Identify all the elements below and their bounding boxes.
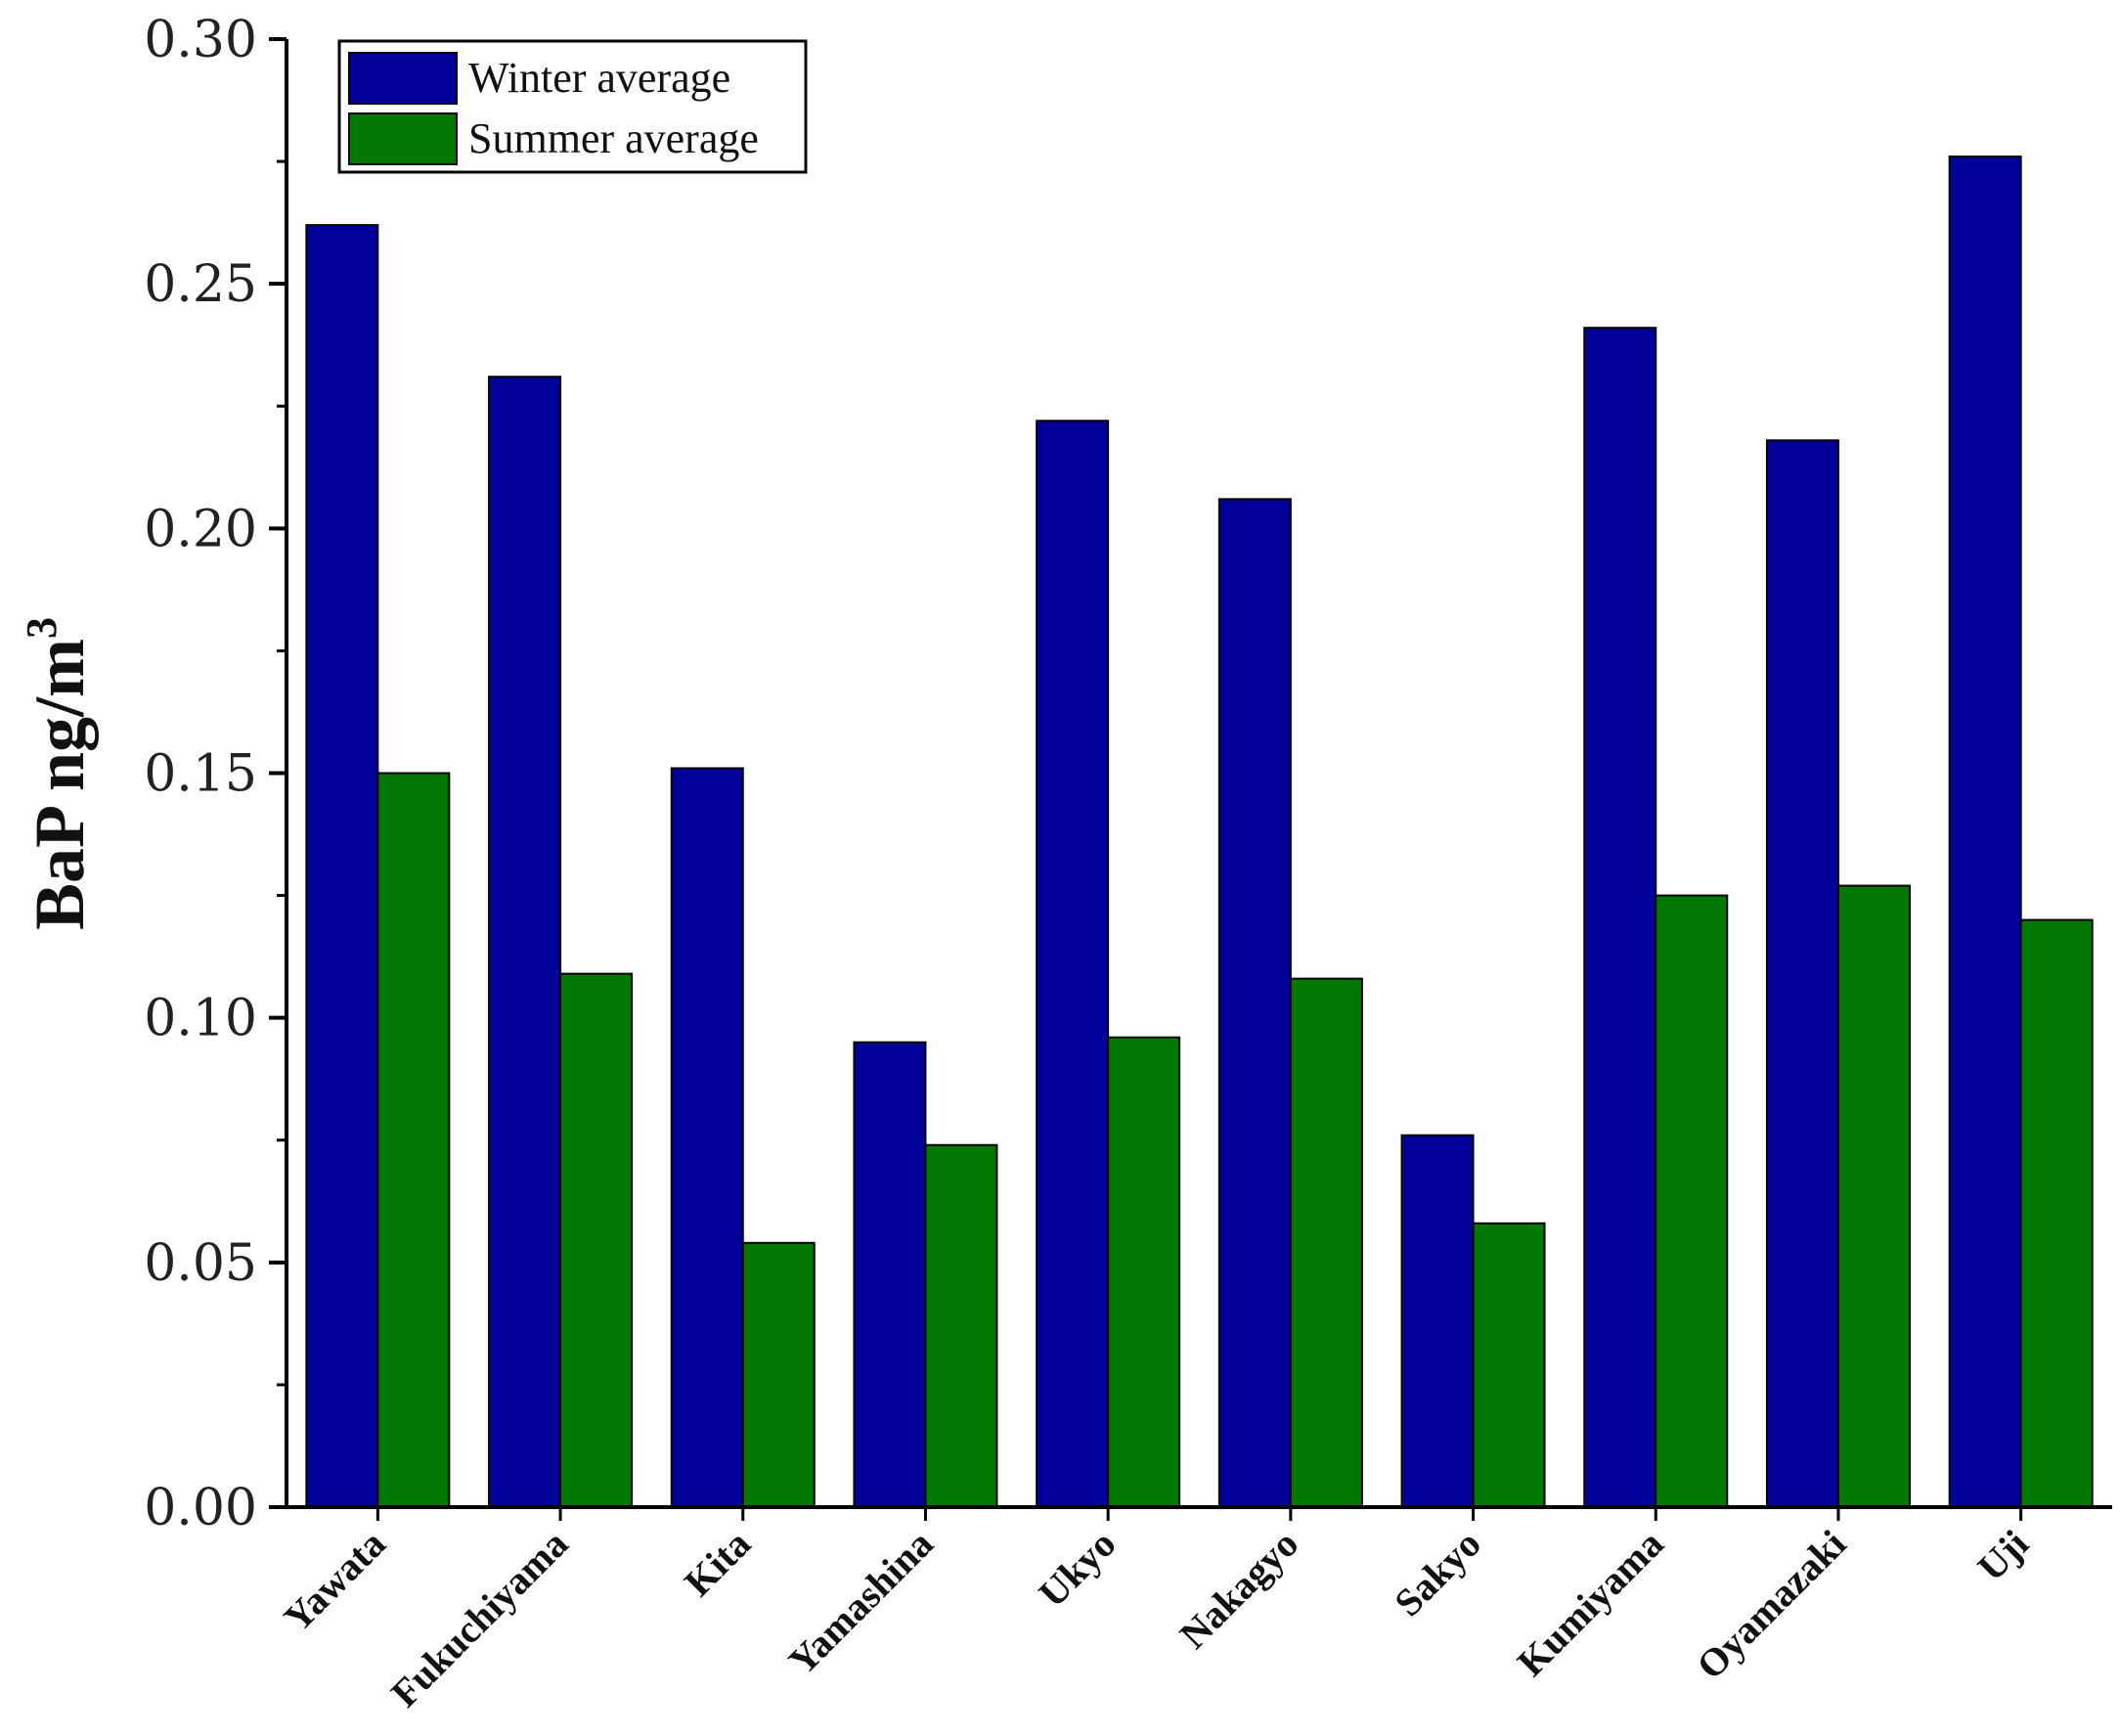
- y-tick-label: 0.00: [144, 1479, 257, 1537]
- y-tick-label: 0.25: [144, 255, 257, 314]
- bar-summer-kumiyama: [1655, 894, 1729, 1508]
- x-tick-label-ukyo: Ukyo: [1030, 1522, 1124, 1616]
- x-tick-label-kumiyama: Kumiyama: [1509, 1522, 1672, 1685]
- y-tick-label: 0.15: [144, 745, 257, 804]
- y-axis-label: BaP ng/m3: [18, 617, 99, 930]
- x-tick-label-nakagyo: Nakagyo: [1171, 1522, 1307, 1658]
- y-ticks-group: 0.00 0.05 0.10 0.15 0.20 0.25 0.30: [144, 11, 287, 1537]
- bar-summer-yamashina: [924, 1143, 998, 1508]
- bar-summer-kita: [741, 1241, 816, 1508]
- bar-summer-oyamazaki: [1836, 884, 1911, 1508]
- bar-summer-nakagyo: [1289, 977, 1363, 1508]
- x-tick-label-fukuchiyama: Fukuchiyama: [382, 1522, 576, 1715]
- legend-swatch-summer: [348, 112, 458, 165]
- x-tick-label-sakyo: Sakyo: [1386, 1522, 1489, 1625]
- bar-winter-nakagyo: [1217, 498, 1292, 1508]
- legend-label-summer: Summer average: [468, 114, 759, 162]
- bar-winter-fukuchiyama: [488, 376, 562, 1509]
- bar-summer-ukyo: [1107, 1036, 1181, 1509]
- legend-label-winter: Winter average: [468, 54, 730, 102]
- bar-summer-yawata: [376, 772, 451, 1508]
- bar-winter-yawata: [305, 224, 379, 1508]
- bar-winter-sakyo: [1400, 1134, 1475, 1509]
- bar-winter-uji: [1948, 156, 2022, 1509]
- bar-winter-kumiyama: [1583, 327, 1657, 1508]
- x-tick-label-kita: Kita: [676, 1522, 759, 1605]
- bar-winter-yamashina: [853, 1041, 927, 1509]
- legend-swatch-winter: [348, 52, 458, 105]
- y-tick-label: 0.30: [144, 11, 257, 69]
- bar-winter-ukyo: [1036, 420, 1110, 1508]
- bar-summer-sakyo: [1472, 1222, 1546, 1508]
- x-tick-label-oyamazaki: Oyamazaki: [1688, 1522, 1854, 1688]
- bars-group: [305, 156, 2094, 1509]
- y-tick-label: 0.10: [144, 990, 257, 1048]
- bar-winter-kita: [670, 767, 744, 1508]
- bar-summer-uji: [2019, 918, 2094, 1508]
- x-tick-label-yawata: Yawata: [275, 1522, 393, 1640]
- x-tick-label-yamashina: Yamashina: [779, 1522, 941, 1683]
- legend: Winter average Summer average: [337, 39, 808, 174]
- x-tick-label-uji: Uji: [1968, 1522, 2037, 1590]
- bar-summer-fukuchiyama: [559, 972, 634, 1508]
- y-tick-label: 0.20: [144, 500, 257, 558]
- bar-winter-oyamazaki: [1765, 439, 1839, 1509]
- y-tick-label: 0.05: [144, 1234, 257, 1293]
